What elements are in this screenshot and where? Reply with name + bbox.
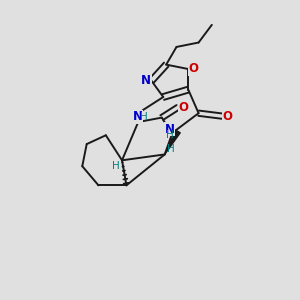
Text: N: N bbox=[141, 74, 151, 87]
Text: O: O bbox=[189, 62, 199, 75]
Polygon shape bbox=[165, 130, 180, 154]
Text: O: O bbox=[178, 101, 188, 114]
Text: N: N bbox=[133, 110, 142, 123]
Text: H: H bbox=[166, 130, 174, 140]
Text: H: H bbox=[167, 144, 175, 154]
Text: H: H bbox=[112, 160, 119, 171]
Text: O: O bbox=[222, 110, 233, 123]
Text: H: H bbox=[140, 112, 147, 122]
Text: N: N bbox=[165, 123, 175, 136]
